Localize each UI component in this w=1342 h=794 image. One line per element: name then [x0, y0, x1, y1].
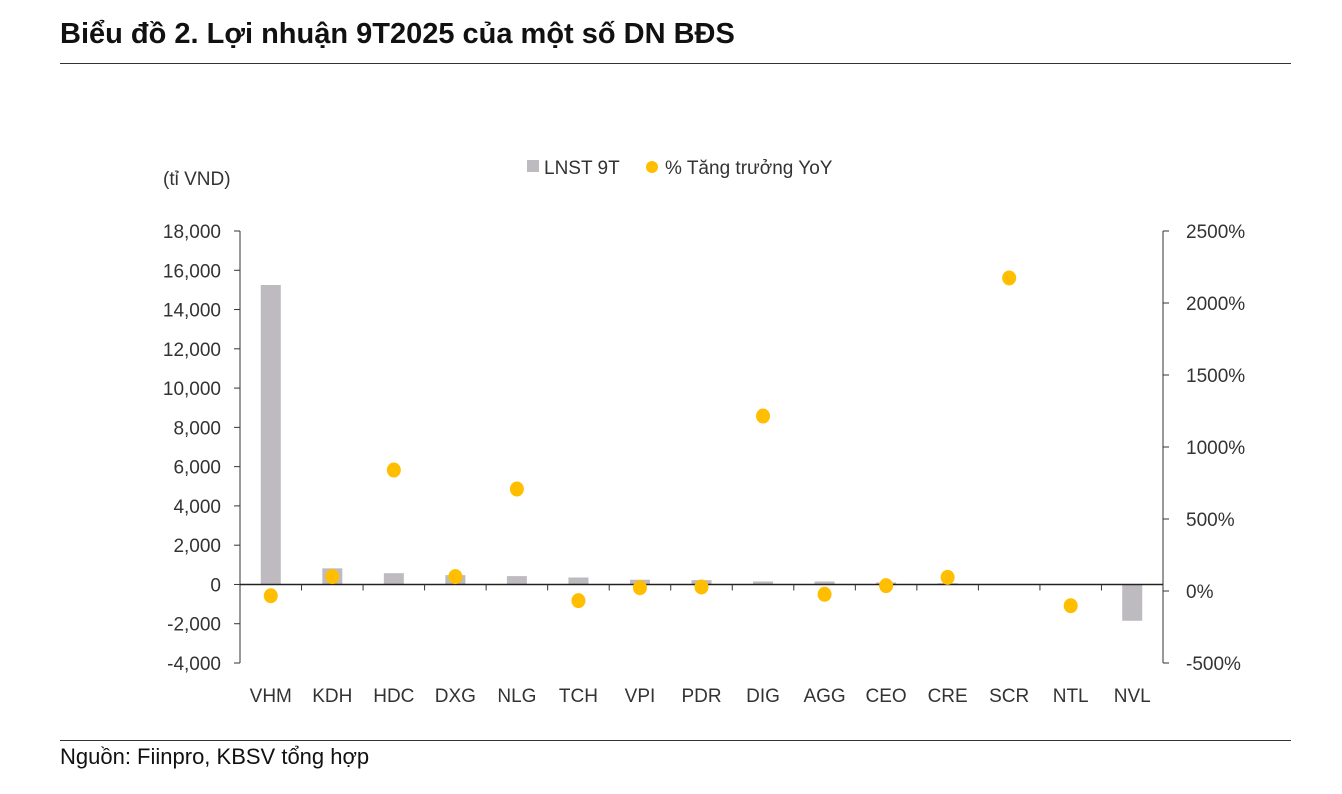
dot-vpi [632, 580, 647, 596]
left-tick-label: 2,000 [173, 536, 221, 557]
category-label: CRE [928, 686, 968, 707]
dot-scr [1002, 270, 1017, 286]
category-label: CEO [866, 686, 907, 707]
left-tick-label: 12,000 [163, 340, 221, 361]
left-tick-label: 8,000 [173, 418, 221, 439]
left-tick-label: -2,000 [167, 615, 221, 636]
dot-agg [817, 586, 832, 602]
dot-pdr [694, 579, 709, 595]
dot-kdh [325, 569, 340, 585]
left-tick-label: 16,000 [163, 261, 221, 282]
left-tick-label: -4,000 [167, 654, 221, 675]
left-tick-label: 6,000 [173, 458, 221, 479]
dot-nlg [509, 481, 524, 497]
category-label: VPI [625, 686, 656, 707]
left-tick-label: 10,000 [163, 379, 221, 400]
right-tick-label: 1000% [1186, 438, 1245, 459]
legend-label: LNST 9T [544, 158, 620, 179]
category-label: VHM [250, 686, 292, 707]
dot-ntl [1063, 598, 1078, 614]
left-tick-label: 0 [210, 575, 221, 596]
unit-label: (tỉ VND) [163, 169, 231, 190]
bar-dig [753, 581, 774, 585]
divider [60, 740, 1291, 741]
bar-tch [568, 577, 589, 585]
bar-nvl [1122, 584, 1143, 621]
dot-cre [940, 569, 955, 585]
left-tick-label: 4,000 [173, 497, 221, 518]
right-tick-label: 0% [1186, 582, 1214, 603]
dot-dig [756, 408, 771, 424]
source-note: Nguồn: Fiinpro, KBSV tổng hợp [60, 744, 370, 769]
divider [60, 63, 1291, 64]
dot-hdc [386, 462, 401, 478]
category-label: TCH [559, 686, 598, 707]
left-tick-label: 14,000 [163, 301, 221, 322]
category-label: PDR [681, 686, 721, 707]
category-label: SCR [989, 686, 1029, 707]
right-tick-label: 2000% [1186, 294, 1245, 315]
bar-vhm [260, 285, 281, 585]
legend-label: % Tăng trưởng YoY [665, 158, 833, 179]
category-label: NVL [1114, 686, 1151, 707]
legend-bar-swatch [527, 160, 539, 172]
category-label: AGG [803, 686, 845, 707]
category-label: NTL [1053, 686, 1089, 707]
right-tick-label: 500% [1186, 510, 1235, 531]
legend-dot-swatch [646, 161, 658, 173]
category-label: KDH [312, 686, 352, 707]
right-tick-label: 2500% [1186, 222, 1245, 243]
left-tick-label: 18,000 [163, 222, 221, 243]
dot-dxg [448, 569, 463, 585]
category-label: NLG [497, 686, 536, 707]
dot-tch [571, 593, 586, 609]
dot-ceo [879, 578, 894, 594]
right-tick-label: -500% [1186, 654, 1241, 675]
right-tick-label: 1500% [1186, 366, 1245, 387]
category-label: DIG [746, 686, 780, 707]
category-label: HDC [373, 686, 414, 707]
category-label: DXG [435, 686, 476, 707]
bar-agg [814, 581, 835, 585]
dot-vhm [263, 588, 278, 604]
bar-hdc [383, 573, 404, 585]
bar-nlg [506, 576, 527, 585]
chart-title: Biểu đồ 2. Lợi nhuận 9T2025 của một số D… [60, 18, 735, 50]
